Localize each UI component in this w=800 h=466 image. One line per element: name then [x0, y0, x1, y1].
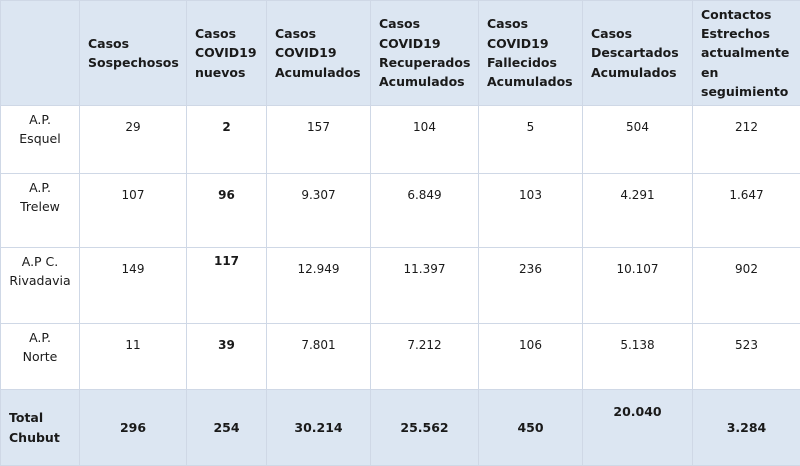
cell-nuevos: 117: [187, 248, 267, 324]
header-nuevos: Casos COVID19 nuevos: [187, 1, 267, 106]
cell-contactos: 902: [693, 248, 800, 324]
table-row-esquel: A.P. Esquel 29 2 157 104 5 504 212: [1, 106, 800, 174]
cell-acumulados: 157: [267, 106, 371, 174]
cell-nuevos: 39: [187, 324, 267, 390]
table-row-rivadavia: A.P C. Rivadavia 149 117 12.949 11.397 23…: [1, 248, 800, 324]
total-acumulados: 30.214: [267, 390, 371, 466]
row-label-line2: Trelew: [20, 199, 60, 214]
row-label-line2: Norte: [23, 349, 58, 364]
total-label-line2: Chubut: [9, 430, 60, 445]
row-label-line2: Esquel: [19, 131, 60, 146]
cell-nuevos: 96: [187, 174, 267, 248]
row-label: A.P. Norte: [1, 324, 80, 390]
cell-fallecidos: 5: [479, 106, 583, 174]
header-sospechosos: Casos Sospechosos: [80, 1, 187, 106]
header-row: Casos Sospechosos Casos COVID19 nuevos C…: [1, 1, 800, 106]
cell-recuperados: 6.849: [371, 174, 479, 248]
cell-fallecidos: 236: [479, 248, 583, 324]
cell-nuevos: 2: [187, 106, 267, 174]
cell-acumulados: 9.307: [267, 174, 371, 248]
row-label: A.P C. Rivadavia: [1, 248, 80, 324]
total-fallecidos: 450: [479, 390, 583, 466]
row-label: A.P. Esquel: [1, 106, 80, 174]
row-label-line1: A.P.: [29, 330, 51, 345]
cell-fallecidos: 106: [479, 324, 583, 390]
cell-acumulados: 12.949: [267, 248, 371, 324]
cell-recuperados: 11.397: [371, 248, 479, 324]
row-label-line1: A.P.: [29, 112, 51, 127]
cell-sospechosos: 11: [80, 324, 187, 390]
total-descartados: 20.040: [583, 390, 693, 466]
cell-descartados: 504: [583, 106, 693, 174]
total-recuperados: 25.562: [371, 390, 479, 466]
cell-descartados: 4.291: [583, 174, 693, 248]
header-descartados: Casos Descartados Acumulados: [583, 1, 693, 106]
row-label-line2: Rivadavia: [9, 273, 70, 288]
header-contactos: Contactos Estrechos actualmente en segui…: [693, 1, 800, 106]
cell-sospechosos: 29: [80, 106, 187, 174]
cell-contactos: 1.647: [693, 174, 800, 248]
cell-descartados: 5.138: [583, 324, 693, 390]
cell-descartados: 10.107: [583, 248, 693, 324]
total-contactos: 3.284: [693, 390, 800, 466]
row-label-line1: A.P.: [29, 180, 51, 195]
row-label: A.P. Trelew: [1, 174, 80, 248]
total-sospechosos: 296: [80, 390, 187, 466]
cell-sospechosos: 107: [80, 174, 187, 248]
table-row-norte: A.P. Norte 11 39 7.801 7.212 106 5.138 52…: [1, 324, 800, 390]
cell-contactos: 523: [693, 324, 800, 390]
header-recuperados: Casos COVID19 Recuperados Acumulados: [371, 1, 479, 106]
cell-sospechosos: 149: [80, 248, 187, 324]
table-row-trelew: A.P.Trelew 107 96 9.307 6.849 103 4.291 …: [1, 174, 800, 248]
header-fallecidos: Casos COVID19 Fallecidos Acumulados: [479, 1, 583, 106]
cell-acumulados: 7.801: [267, 324, 371, 390]
total-label: Total Chubut: [1, 390, 80, 466]
cell-contactos: 212: [693, 106, 800, 174]
total-row: Total Chubut 296 254 30.214 25.562 450 20…: [1, 390, 800, 466]
total-nuevos: 254: [187, 390, 267, 466]
cell-fallecidos: 103: [479, 174, 583, 248]
header-acumulados: Casos COVID19 Acumulados: [267, 1, 371, 106]
cell-recuperados: 104: [371, 106, 479, 174]
corner-cell: [1, 1, 80, 106]
row-label-line1: A.P C.: [22, 254, 59, 269]
total-label-line1: Total: [9, 410, 43, 425]
cell-recuperados: 7.212: [371, 324, 479, 390]
